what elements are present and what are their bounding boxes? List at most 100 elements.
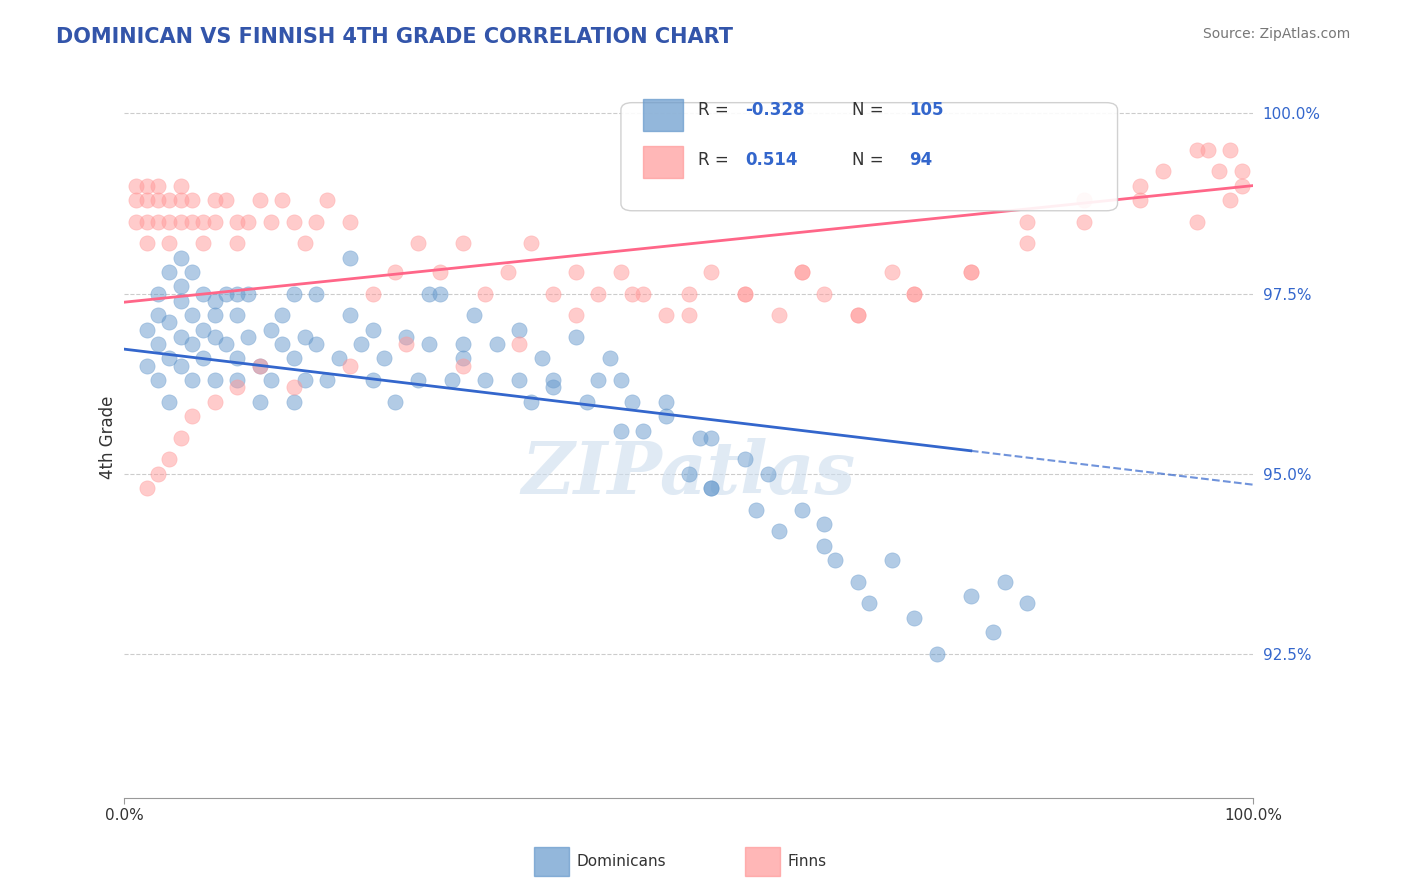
- Point: [610, 265, 633, 279]
- Text: 0.514: 0.514: [745, 152, 797, 169]
- Point: [813, 286, 835, 301]
- Point: [159, 394, 181, 409]
- Text: ZIPatlas: ZIPatlas: [522, 438, 856, 509]
- Point: [159, 193, 181, 207]
- Point: [271, 337, 294, 351]
- Point: [249, 193, 271, 207]
- Point: [406, 373, 429, 387]
- Point: [294, 373, 316, 387]
- Point: [373, 351, 395, 366]
- Point: [181, 409, 204, 424]
- Point: [959, 265, 981, 279]
- Point: [146, 337, 169, 351]
- Point: [846, 308, 869, 322]
- Point: [170, 214, 193, 228]
- Point: [959, 589, 981, 603]
- Point: [283, 214, 305, 228]
- Point: [768, 524, 790, 539]
- Point: [159, 236, 181, 251]
- Point: [1073, 214, 1095, 228]
- Point: [238, 214, 260, 228]
- Point: [226, 214, 249, 228]
- Point: [813, 517, 835, 532]
- Point: [146, 286, 169, 301]
- Point: [328, 351, 350, 366]
- Point: [1129, 193, 1152, 207]
- Point: [226, 373, 249, 387]
- Point: [768, 308, 790, 322]
- Point: [124, 178, 146, 193]
- Point: [283, 286, 305, 301]
- Point: [350, 337, 373, 351]
- Point: [734, 452, 756, 467]
- Point: [361, 373, 384, 387]
- Point: [824, 553, 846, 567]
- Point: [689, 431, 711, 445]
- Point: [170, 193, 193, 207]
- Point: [283, 394, 305, 409]
- Point: [678, 286, 700, 301]
- Text: -0.328: -0.328: [745, 101, 804, 119]
- Point: [565, 265, 588, 279]
- Point: [565, 308, 588, 322]
- Point: [135, 481, 157, 495]
- Point: [1219, 193, 1241, 207]
- Point: [519, 236, 541, 251]
- Point: [124, 193, 146, 207]
- Text: DOMINICAN VS FINNISH 4TH GRADE CORRELATION CHART: DOMINICAN VS FINNISH 4TH GRADE CORRELATI…: [56, 27, 734, 46]
- Point: [135, 359, 157, 373]
- Point: [339, 359, 361, 373]
- Point: [745, 503, 768, 517]
- Point: [146, 467, 169, 481]
- Point: [541, 286, 564, 301]
- Point: [361, 323, 384, 337]
- Text: Finns: Finns: [787, 855, 827, 869]
- Point: [599, 351, 621, 366]
- Point: [813, 539, 835, 553]
- Point: [1073, 193, 1095, 207]
- Point: [1197, 143, 1219, 157]
- Point: [1017, 236, 1039, 251]
- Point: [316, 193, 339, 207]
- Point: [1219, 143, 1241, 157]
- Point: [541, 380, 564, 394]
- Point: [226, 236, 249, 251]
- Point: [440, 373, 463, 387]
- Point: [260, 373, 283, 387]
- Point: [226, 308, 249, 322]
- Point: [283, 351, 305, 366]
- Point: [756, 467, 779, 481]
- Point: [1017, 597, 1039, 611]
- Point: [903, 286, 925, 301]
- Point: [700, 481, 723, 495]
- Text: 105: 105: [908, 101, 943, 119]
- Text: Dominicans: Dominicans: [576, 855, 666, 869]
- Point: [508, 337, 530, 351]
- Point: [1152, 164, 1174, 178]
- Point: [260, 323, 283, 337]
- Point: [181, 214, 204, 228]
- Point: [429, 265, 451, 279]
- Point: [395, 337, 418, 351]
- Point: [215, 286, 238, 301]
- Point: [384, 265, 406, 279]
- Text: N =: N =: [852, 101, 889, 119]
- Point: [159, 315, 181, 329]
- Point: [474, 373, 496, 387]
- Point: [790, 503, 813, 517]
- Point: [846, 308, 869, 322]
- Point: [181, 337, 204, 351]
- Point: [463, 308, 485, 322]
- Point: [193, 214, 215, 228]
- Point: [283, 380, 305, 394]
- Point: [588, 373, 610, 387]
- Point: [135, 193, 157, 207]
- Point: [204, 373, 226, 387]
- Point: [146, 193, 169, 207]
- Point: [1185, 143, 1208, 157]
- Point: [159, 452, 181, 467]
- Point: [880, 265, 903, 279]
- Point: [700, 481, 723, 495]
- Point: [339, 251, 361, 265]
- Point: [193, 236, 215, 251]
